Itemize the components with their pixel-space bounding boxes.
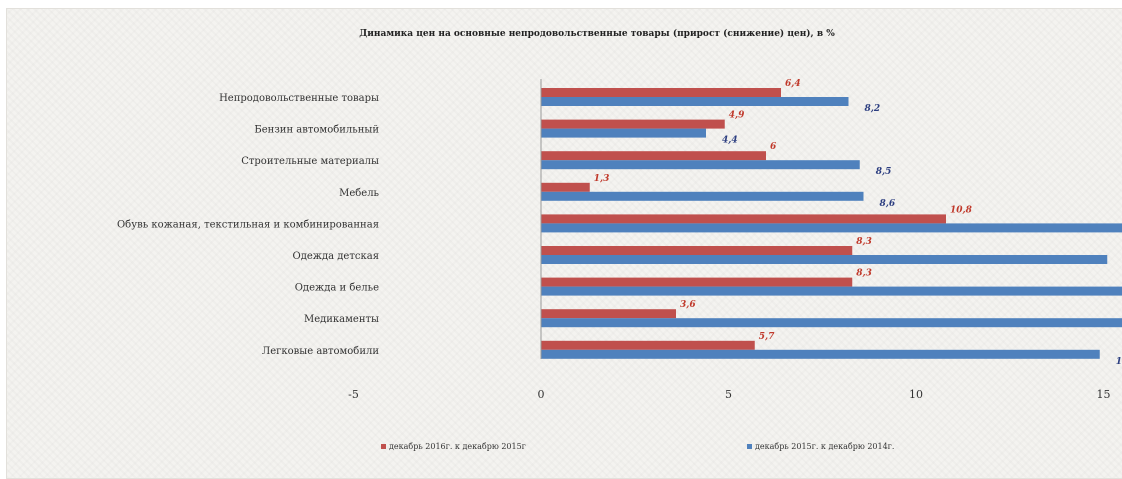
- legend: декабрь 2016г. к декабрю 2015г декабрь 20…: [381, 442, 894, 451]
- data-label-series-2: 8,5: [876, 167, 892, 177]
- bar-series-2: [541, 286, 1122, 296]
- bar-series-1: [541, 340, 755, 350]
- x-tick-label: 10: [909, 388, 923, 401]
- data-label-series-2: 8,2: [865, 104, 881, 114]
- x-tick-label: 0: [538, 388, 545, 401]
- data-label-series-1: 8,3: [856, 237, 872, 247]
- category-label: Медикаменты: [304, 314, 379, 325]
- x-tick-label: -5: [348, 388, 359, 401]
- legend-swatch-series-2: [747, 444, 752, 449]
- bar-series-2: [541, 255, 1108, 264]
- bar-series-1: [541, 309, 676, 319]
- data-label-series-1: 1,3: [594, 174, 610, 184]
- bar-series-2: [541, 97, 849, 106]
- data-label-series-1: 8,3: [856, 269, 872, 279]
- data-label-series-1: 10,8: [950, 205, 973, 215]
- category-label: Непродовольственные товары: [219, 93, 379, 104]
- category-label: Бензин автомобильный: [254, 125, 379, 136]
- bar-series-2: [541, 191, 864, 201]
- bar-series-1: [541, 88, 781, 97]
- bar-series-2: [541, 128, 706, 138]
- bar-series-1: [541, 182, 590, 192]
- category-label: Обувь кожаная, текстильная и комбинирова…: [117, 219, 379, 230]
- bar-series-2: [541, 349, 1100, 359]
- x-tick-label: 15: [1097, 388, 1111, 401]
- bar-series-2: [541, 160, 860, 170]
- bar-series-1: [541, 214, 946, 224]
- legend-label-series-1: декабрь 2016г. к декабрю 2015г: [389, 442, 526, 451]
- data-label-series-1: 4,9: [729, 111, 745, 121]
- chart-area: Динамика цен на основные непродовольстве…: [6, 8, 1122, 479]
- category-label: Одежда детская: [293, 251, 380, 262]
- chart-title: Динамика цен на основные непродовольстве…: [359, 28, 835, 39]
- legend-label-series-2: декабрь 2015г. к декабрю 2014г.: [755, 442, 894, 451]
- legend-swatch-series-1: [381, 444, 386, 449]
- x-tick-label: 5: [725, 388, 732, 401]
- category-label: Мебель: [339, 188, 379, 199]
- category-label: Одежда и белье: [295, 283, 379, 294]
- data-label-series-1: 5,7: [759, 332, 775, 342]
- x-axis: -5051015202530: [348, 79, 1111, 401]
- data-label-series-2: 8,6: [880, 199, 896, 209]
- bar-series-2: [541, 223, 1122, 233]
- chart-svg: Динамика цен на основные непродовольстве…: [117, 28, 1122, 451]
- category-labels-group: Непродовольственные товары Бензин автомоб…: [117, 93, 380, 357]
- category-label: Легковые автомобили: [262, 346, 379, 357]
- bar-series-1: [541, 277, 853, 287]
- data-label-series-2: 14,9: [1116, 357, 1122, 367]
- category-label: Строительные материалы: [241, 156, 379, 167]
- bar-series-1: [541, 246, 853, 255]
- bar-series-1: [541, 119, 725, 129]
- data-label-series-1: 6,4: [785, 79, 801, 89]
- data-label-series-1: 3,6: [680, 300, 696, 310]
- bar-series-1: [541, 151, 766, 161]
- data-label-series-1: 6: [770, 142, 777, 152]
- bars-group: 6,48,24,94,468,51,38,610,817,98,315,18,3…: [541, 79, 1122, 367]
- bar-series-2: [541, 318, 1122, 328]
- data-label-series-2: 4,4: [722, 136, 738, 146]
